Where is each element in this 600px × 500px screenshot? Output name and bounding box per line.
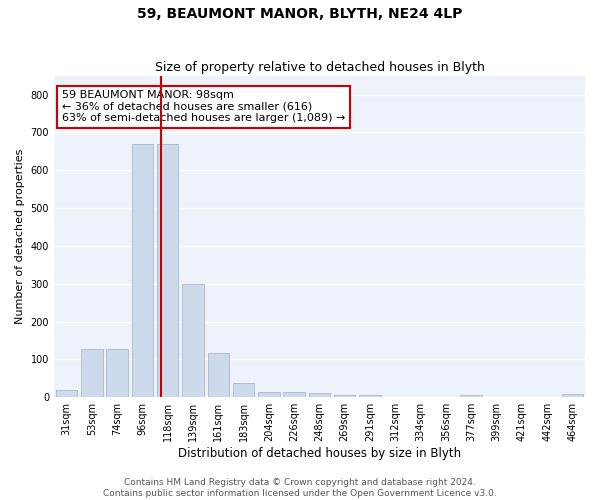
Bar [309, 394, 330, 397]
Bar [106, 349, 128, 397]
Text: 59 BEAUMONT MANOR: 98sqm
← 36% of detached houses are smaller (616)
63% of semi-: 59 BEAUMONT MANOR: 98sqm ← 36% of detach… [62, 90, 345, 124]
Bar [233, 383, 254, 397]
Bar [208, 352, 229, 397]
Text: Contains HM Land Registry data © Crown copyright and database right 2024.
Contai: Contains HM Land Registry data © Crown c… [103, 478, 497, 498]
Bar [81, 349, 103, 397]
Bar [283, 392, 305, 397]
Bar [157, 144, 178, 397]
Bar [562, 394, 583, 397]
Bar [460, 396, 482, 397]
Title: Size of property relative to detached houses in Blyth: Size of property relative to detached ho… [155, 62, 484, 74]
Bar [56, 390, 77, 397]
Y-axis label: Number of detached properties: Number of detached properties [15, 149, 25, 324]
Bar [258, 392, 280, 397]
X-axis label: Distribution of detached houses by size in Blyth: Distribution of detached houses by size … [178, 447, 461, 460]
Text: 59, BEAUMONT MANOR, BLYTH, NE24 4LP: 59, BEAUMONT MANOR, BLYTH, NE24 4LP [137, 8, 463, 22]
Bar [334, 396, 355, 397]
Bar [359, 396, 381, 397]
Bar [131, 144, 153, 397]
Bar [182, 284, 204, 397]
